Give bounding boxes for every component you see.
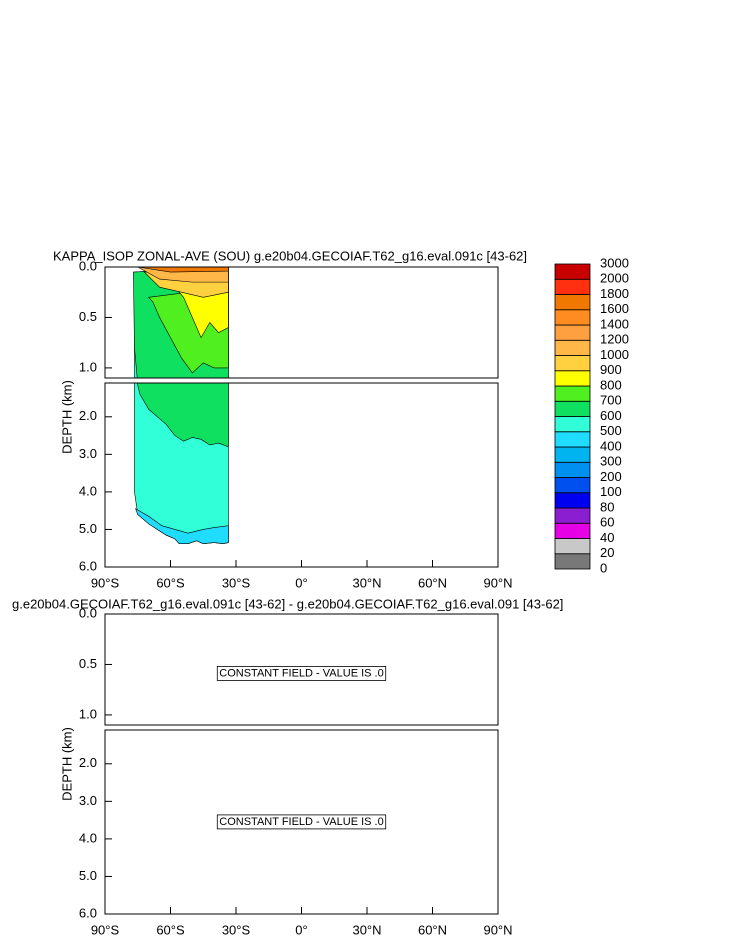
colorbar-label: 500 — [600, 423, 622, 438]
contour-region — [174, 281, 229, 339]
annotation: CONSTANT FIELD - VALUE IS .0 — [219, 816, 383, 828]
x-tick-label: 0° — [295, 575, 307, 590]
y-tick-label: 0.5 — [79, 309, 97, 324]
y-tick-label: 5.0 — [79, 521, 97, 536]
panel-fill — [134, 383, 229, 545]
colorbar-box — [554, 400, 591, 417]
colorbar-box — [554, 461, 591, 478]
x-tick-label: 30°S — [222, 922, 251, 937]
x-tick-label: 60°N — [418, 922, 447, 937]
y-tick-label: 1.0 — [79, 706, 97, 721]
x-tick-label: 30°S — [222, 575, 251, 590]
annotation-box — [216, 666, 387, 681]
colorbar-label: 800 — [600, 377, 622, 392]
colorbar-label: 40 — [600, 530, 614, 545]
x-tick-label: 60°N — [418, 575, 447, 590]
colorbar-label: 2000 — [600, 271, 629, 286]
colorbar-box — [554, 553, 591, 570]
colorbar-box — [554, 324, 591, 341]
colorbar-label: 1400 — [600, 316, 629, 331]
colorbar-box — [554, 385, 591, 402]
colorbar-box — [554, 446, 591, 463]
colorbar-label: 900 — [600, 362, 622, 377]
x-tick-label: 90°S — [91, 575, 120, 590]
y-tick-label: 4.0 — [79, 483, 97, 498]
colorbar-label: 80 — [600, 499, 614, 514]
x-tick-label: 90°N — [483, 922, 512, 937]
colorbar-label: 700 — [600, 393, 622, 408]
colorbar-label: 0 — [600, 560, 607, 575]
y-tick-label: 0.0 — [79, 258, 97, 273]
colorbar-label: 1000 — [600, 347, 629, 362]
y-tick-label: 3.0 — [79, 446, 97, 461]
colorbar-label: 300 — [600, 454, 622, 469]
colorbar-label: 100 — [600, 484, 622, 499]
y-tick-label: 6.0 — [79, 558, 97, 573]
x-tick-label: 30°N — [352, 922, 381, 937]
y-axis-label: DEPTH (km) — [59, 727, 74, 801]
panel-fill — [133, 267, 229, 378]
colorbar-label: 1600 — [600, 301, 629, 316]
contour-region — [137, 267, 229, 273]
contour-region — [136, 383, 229, 448]
colorbar-box — [554, 263, 591, 280]
y-axis-label: DEPTH (km) — [59, 380, 74, 454]
colorbar-box — [554, 294, 591, 311]
colorbar-box — [554, 355, 591, 372]
colorbar-box — [554, 339, 591, 356]
annotation: CONSTANT FIELD - VALUE IS .0 — [219, 667, 383, 679]
colorbar-box — [554, 538, 591, 555]
y-tick-label: 6.0 — [79, 905, 97, 920]
colorbar-label: 600 — [600, 408, 622, 423]
x-tick-label: 0° — [295, 922, 307, 937]
colorbar-box — [554, 507, 591, 524]
x-tick-label: 60°S — [156, 922, 185, 937]
y-tick-label: 5.0 — [79, 868, 97, 883]
x-tick-label: 60°S — [156, 575, 185, 590]
colorbar-label: 200 — [600, 469, 622, 484]
x-tick-label: 30°N — [352, 575, 381, 590]
y-tick-label: 3.0 — [79, 793, 97, 808]
colorbar-box — [554, 477, 591, 494]
panel-frame — [104, 266, 499, 379]
colorbar-box — [554, 492, 591, 509]
y-tick-label: 0.0 — [79, 605, 97, 620]
annotation-box — [216, 814, 387, 830]
colorbar-box — [554, 431, 591, 448]
x-tick-label: 90°S — [91, 922, 120, 937]
colorbar-box — [554, 278, 591, 295]
y-tick-label: 4.0 — [79, 830, 97, 845]
colorbar-label: 20 — [600, 545, 614, 560]
contour-region — [134, 508, 229, 545]
colorbar-label: 3000 — [600, 255, 629, 270]
colorbar-box — [554, 309, 591, 326]
y-tick-label: 1.0 — [79, 359, 97, 374]
colorbar-label: 60 — [600, 515, 614, 530]
y-tick-label: 2.0 — [79, 755, 97, 770]
panel-frame — [104, 613, 499, 726]
chart-title: g.e20b04.GECOIAF.T62_g16.eval.091c [43-6… — [12, 596, 563, 611]
y-tick-label: 2.0 — [79, 408, 97, 423]
colorbar-box — [554, 522, 591, 539]
colorbar-box — [554, 370, 591, 387]
chart-title: KAPPA_ISOP ZONAL-AVE (SOU) g.e20b04.GECO… — [53, 248, 527, 263]
x-tick-label: 90°N — [483, 575, 512, 590]
colorbar-label: 1800 — [600, 286, 629, 301]
colorbar-label: 400 — [600, 438, 622, 453]
colorbar-box — [554, 416, 591, 433]
colorbar-label: 1200 — [600, 332, 629, 347]
y-tick-label: 0.5 — [79, 656, 97, 671]
